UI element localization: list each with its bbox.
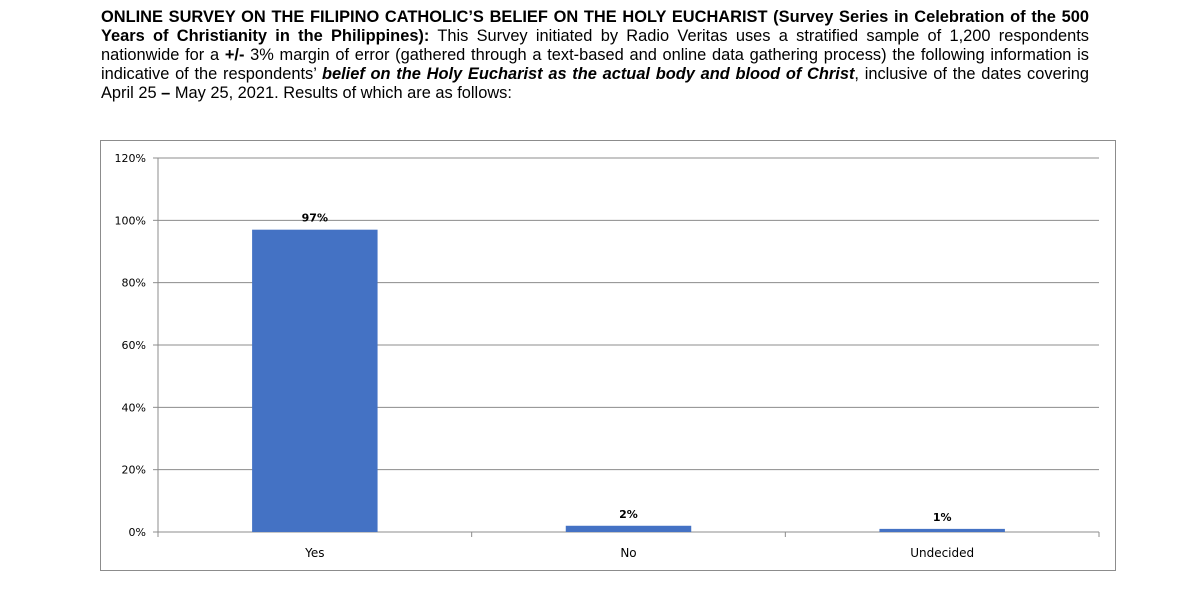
y-tick-label: 120% — [115, 152, 146, 165]
y-tick-label: 0% — [129, 526, 146, 539]
category-label: No — [620, 546, 636, 560]
category-label: Yes — [304, 546, 324, 560]
bar-chart: 0% 20% 40% 60% 80% 100% 120% 97% Yes 2% No 1% Undeci… — [115, 152, 1100, 560]
date-dash: – — [161, 84, 171, 102]
chart-frame: 0% 20% 40% 60% 80% 100% 120% 97% Yes 2% No 1% Undeci… — [100, 140, 1116, 571]
data-label: 1% — [933, 511, 952, 524]
bar — [565, 525, 692, 532]
bar — [252, 229, 378, 532]
survey-process-text: 3% margin of error (gathered through a t… — [101, 46, 1089, 83]
survey-dates-text: , inclusive of the dates covering April … — [101, 65, 1090, 102]
belief-emphasis: belief on the Holy Eucharist as the actu… — [322, 65, 855, 83]
y-tick-label: 60% — [122, 339, 146, 352]
category-label: Undecided — [910, 546, 974, 560]
survey-method-text: This Survey initiated by Radio Veritas u… — [101, 27, 1090, 64]
data-label: 97% — [302, 212, 328, 225]
y-tick-label: 20% — [122, 464, 146, 477]
survey-description: ONLINE SURVEY ON THE FILIPINO CATHOLIC’S… — [101, 8, 1089, 103]
survey-title: ONLINE SURVEY ON THE FILIPINO CATHOLIC’S… — [101, 8, 1089, 45]
margin-symbol: +/- — [224, 46, 245, 64]
y-tick-label: 40% — [122, 401, 146, 414]
y-tick-label: 100% — [115, 214, 146, 227]
bar — [879, 528, 1005, 532]
data-label: 2% — [619, 508, 638, 521]
results-lead-text: May 25, 2021. Results of which are as fo… — [170, 84, 512, 102]
y-tick-label: 80% — [122, 277, 146, 290]
